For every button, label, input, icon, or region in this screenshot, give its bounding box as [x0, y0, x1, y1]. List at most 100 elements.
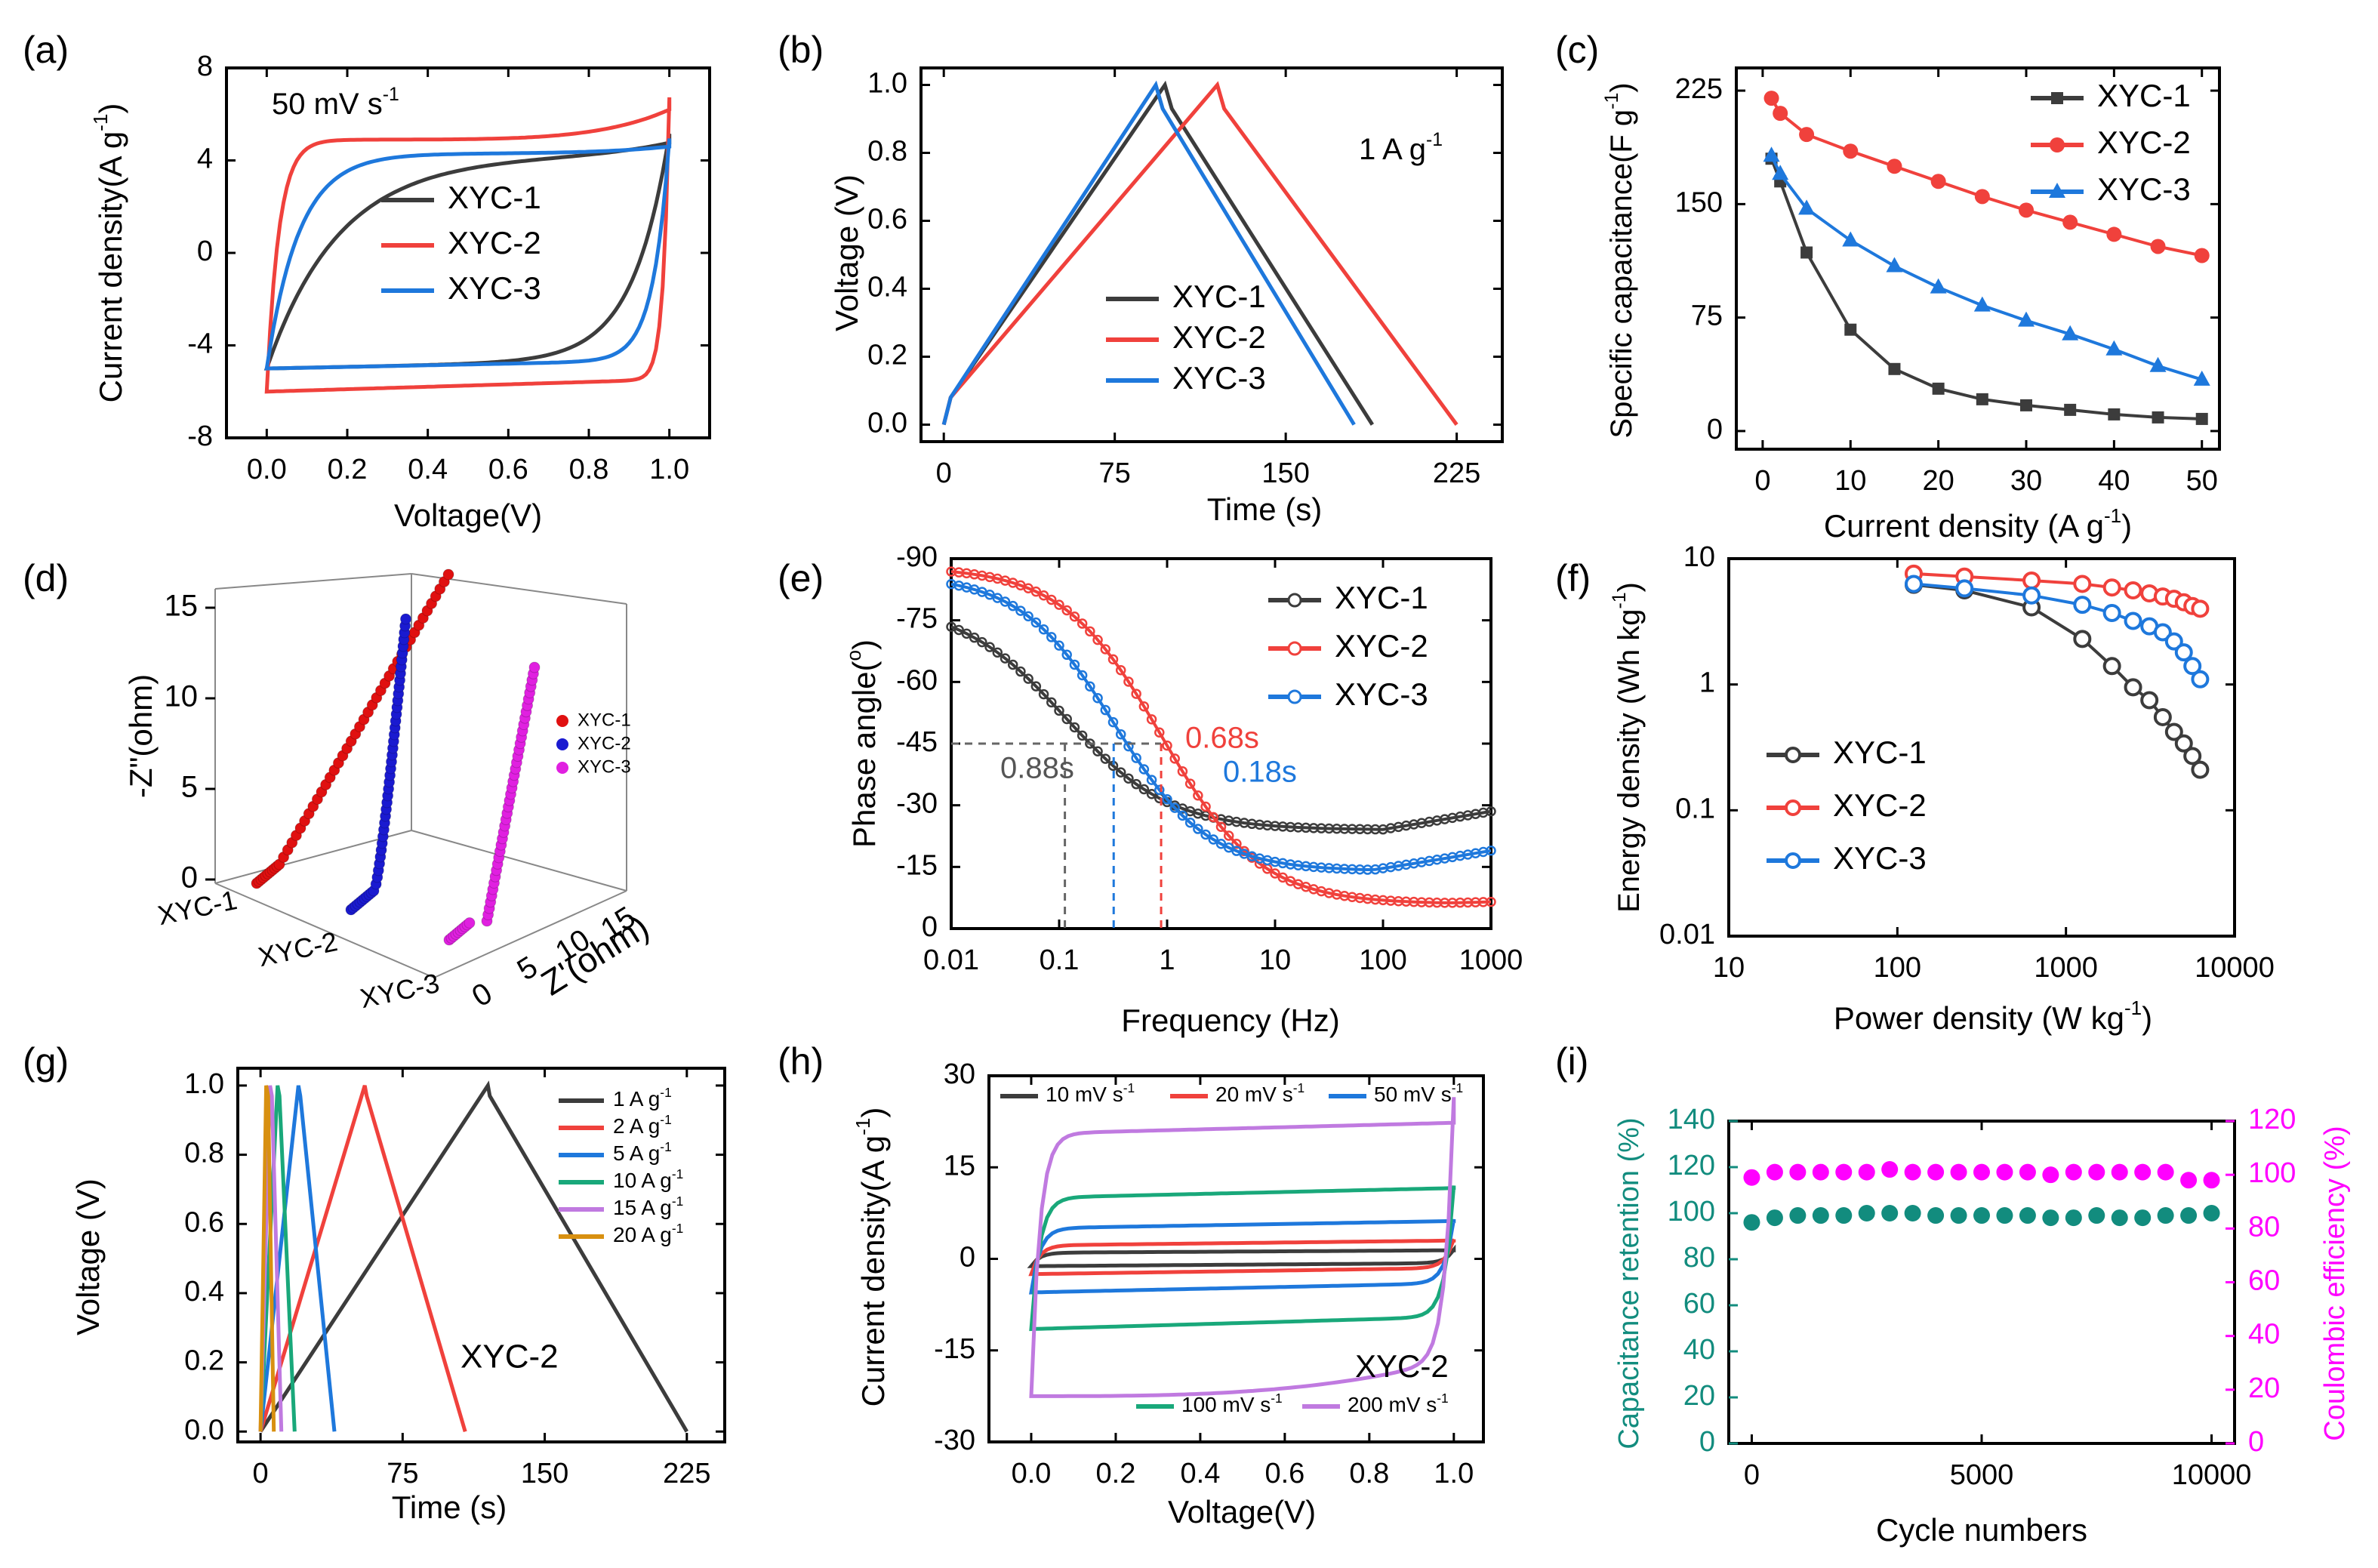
y-tick-label: 0.6	[867, 204, 907, 236]
x-axis-label: Cycle numbers	[1876, 1512, 2087, 1548]
bode-point-XYC-3	[1123, 741, 1134, 752]
label-sup: -1	[383, 85, 399, 105]
x-tick-label: 0.4	[408, 454, 448, 485]
legend-label: XYC-2	[1833, 787, 1927, 823]
category-label: XYC-1	[155, 884, 239, 931]
y-tick-label: 100	[1668, 1196, 1715, 1228]
y-tick-label: 20	[1683, 1380, 1715, 1412]
ragone-point-XYC-1	[2102, 657, 2121, 676]
label-main: Current density(A g	[855, 1135, 891, 1407]
x-tick-label: 0.6	[1264, 1458, 1305, 1489]
marker-triangle	[1798, 199, 1816, 215]
nyquist-point-XYC-3	[528, 661, 541, 673]
legend-label: 20 mV s-1	[1215, 1080, 1305, 1107]
label-sup: o	[842, 650, 865, 661]
ragone-point-XYC-1	[2174, 734, 2193, 753]
efficiency-point	[1973, 1163, 1990, 1181]
marker-triangle	[1930, 278, 1947, 294]
legend-label: 200 mV s-1	[1348, 1391, 1449, 1417]
y-tick-label: -60	[896, 664, 938, 696]
cv-curve-XYC-2	[264, 97, 672, 394]
y2-tick-label: 60	[2248, 1265, 2280, 1297]
ragone-point-XYC-3	[2073, 596, 2092, 615]
marker-triangle	[1763, 146, 1780, 162]
bode-point-XYC-2	[1069, 611, 1080, 622]
y-tick-label: -30	[934, 1425, 975, 1456]
label-main: Phase angle(	[846, 661, 882, 848]
label-main: 15 A g	[613, 1196, 672, 1219]
x-axis-label: Current density (A g-1)	[1824, 504, 2132, 544]
marker-circle	[1974, 189, 1990, 205]
bode-point-XYC-1	[1000, 653, 1011, 664]
marker-triangle	[2193, 370, 2210, 386]
efficiency-point	[1881, 1161, 1899, 1178]
x-tick-label: 1.0	[649, 454, 689, 485]
label-sup: -1	[1271, 1391, 1282, 1406]
cv-curve-XYC-3	[264, 138, 672, 371]
label-sup: -1	[1452, 1080, 1463, 1095]
x-tick-label: 1000	[2034, 952, 2098, 984]
marker-triangle	[2105, 340, 2123, 356]
bode-point-XYC-2	[1107, 654, 1119, 665]
ragone-point-XYC-2	[2124, 581, 2142, 599]
legend-label: 2 A g-1	[613, 1112, 672, 1138]
retention-point	[1950, 1207, 1967, 1225]
bode-point-XYC-3	[1061, 649, 1072, 661]
tau-label: 0.18s	[1223, 756, 1297, 789]
y-tick-label: -75	[896, 603, 938, 635]
y2-tick-label: 120	[2248, 1104, 2296, 1135]
y-tick-label: 120	[1668, 1150, 1715, 1181]
nyquist-point-XYC-3	[464, 917, 476, 929]
bode-point-XYC-1	[992, 647, 1003, 658]
nyquist-point-XYC-2	[399, 613, 411, 625]
retention-point	[2042, 1209, 2059, 1227]
y-tick-label: 0	[197, 236, 213, 267]
legend-label: XYC-2	[578, 733, 631, 753]
bode-point-XYC-1	[1061, 713, 1072, 725]
ragone-point-XYC-3	[2191, 670, 2210, 689]
label-main: 1 A g	[613, 1087, 660, 1111]
label-main: 200 mV s	[1348, 1393, 1437, 1416]
ragone-point-XYC-2	[2073, 575, 2092, 593]
bode-point-XYC-2	[1077, 618, 1088, 629]
label-tail: )	[93, 103, 128, 114]
legend-marker	[1785, 747, 1801, 763]
x-axis-label: Time (s)	[392, 1489, 507, 1525]
bode-point-XYC-2	[1100, 644, 1111, 655]
efficiency-point	[1766, 1163, 1783, 1181]
ragone-point-XYC-2	[2022, 571, 2041, 590]
label-main: Power density (W kg	[1834, 1000, 2124, 1036]
x-tick-label: 0	[253, 1458, 269, 1489]
x-tick-label: 1000	[1459, 944, 1523, 976]
y2-tick-label: 0	[2248, 1426, 2264, 1458]
legend-label: XYC-1	[448, 180, 541, 215]
y-tick-label: 0	[1707, 414, 1723, 445]
y-axis-label: Voltage (V)	[829, 174, 864, 331]
x-tick-label: 0.8	[1349, 1458, 1389, 1489]
tau-label: 0.68s	[1185, 722, 1259, 755]
y-tick-label: 60	[1683, 1288, 1715, 1320]
x-tick-label: 100	[1359, 944, 1406, 976]
legend-marker	[1287, 689, 1302, 704]
x-tick-label: 1.0	[1434, 1458, 1474, 1489]
retention-point	[1858, 1205, 1875, 1221]
bode-point-XYC-3	[1208, 834, 1219, 845]
gcd-rate-15 A g-1	[258, 1085, 284, 1432]
label-sup: -1	[1602, 93, 1622, 109]
gcd-rate-20 A g-1	[258, 1085, 276, 1432]
ragone-point-XYC-3	[2153, 623, 2172, 642]
bode-point-XYC-1	[1023, 673, 1033, 684]
x-tick-label: 0.8	[569, 454, 609, 485]
retention-point	[1743, 1214, 1760, 1231]
x-tick-label: 30	[2010, 465, 2042, 497]
bode-point-XYC-1	[1123, 773, 1134, 784]
y2-tick-label: 80	[2248, 1211, 2280, 1243]
plot-frame	[1735, 66, 2221, 451]
gcd-rate-2 A g-1	[258, 1085, 467, 1433]
legend-marker	[1785, 799, 1801, 816]
y-tick-label: -30	[896, 788, 938, 820]
legend-label: XYC-3	[2097, 171, 2191, 207]
x-tick-label: 20	[1922, 465, 1954, 497]
efficiency-point	[1904, 1163, 1921, 1181]
y-tick-label: -4	[187, 328, 213, 360]
